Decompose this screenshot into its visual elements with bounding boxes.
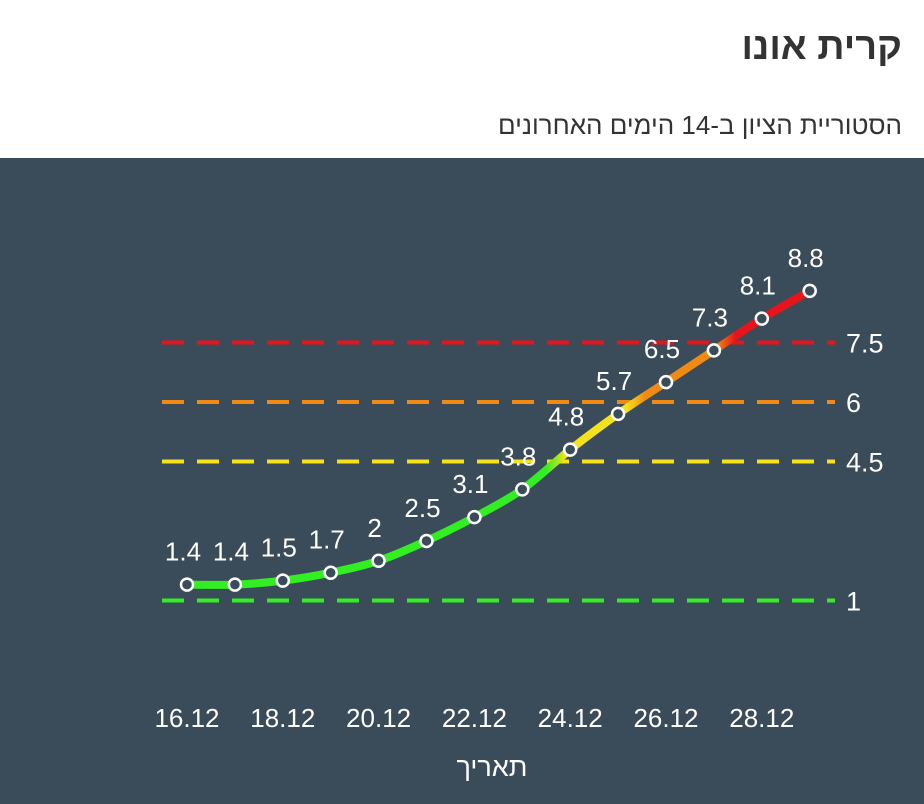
data-label: 1.7 bbox=[309, 525, 345, 555]
data-label: 2.5 bbox=[404, 493, 440, 523]
x-tick-label: 20.12 bbox=[346, 703, 411, 733]
data-point bbox=[227, 577, 243, 592]
x-tick-label: 18.12 bbox=[250, 703, 315, 733]
threshold-label-6: 6 bbox=[846, 388, 861, 418]
data-point bbox=[179, 577, 195, 592]
data-label: 3.8 bbox=[500, 441, 536, 471]
data-points bbox=[179, 283, 817, 592]
x-tick-label: 26.12 bbox=[633, 703, 698, 733]
threshold-label-1: 1 bbox=[846, 587, 861, 617]
data-label: 2 bbox=[367, 513, 381, 543]
header: קרית אונו הסטוריית הציון ב-14 הימים האחר… bbox=[0, 0, 924, 158]
data-label: 1.4 bbox=[165, 537, 201, 567]
data-point bbox=[515, 482, 530, 497]
data-label: 5.7 bbox=[596, 366, 632, 396]
data-point bbox=[275, 573, 291, 588]
data-label: 8.8 bbox=[788, 243, 824, 273]
threshold-label-4.5: 4.5 bbox=[846, 448, 884, 478]
data-point bbox=[754, 311, 770, 326]
data-point bbox=[467, 509, 482, 525]
data-label: 6.5 bbox=[644, 334, 680, 364]
data-label: 3.1 bbox=[452, 469, 488, 499]
data-point bbox=[419, 533, 434, 549]
data-point bbox=[562, 442, 578, 457]
data-point bbox=[610, 406, 626, 422]
x-tick-label: 22.12 bbox=[442, 703, 507, 733]
x-tick-labels: 16.12 18.12 20.12 22.12 24.12 26.12 28.12 bbox=[154, 703, 794, 733]
chart-panel: 1 4.5 6 7.5 1.4 1.4 1.5 1.7 2 2.5 3.1 3.8 4.8 5.7 6.5… bbox=[0, 158, 924, 804]
data-label: 1.4 bbox=[213, 537, 249, 567]
threshold-lines: 1 4.5 6 7.5 bbox=[162, 328, 884, 617]
x-tick-label: 28.12 bbox=[729, 703, 794, 733]
data-point bbox=[802, 283, 817, 299]
data-label: 4.8 bbox=[548, 402, 584, 432]
x-axis-label: תאריך bbox=[457, 752, 528, 782]
value-labels: 1.4 1.4 1.5 1.7 2 2.5 3.1 3.8 4.8 5.7 6.5 7.3 8.1 8.8 bbox=[165, 243, 824, 567]
page-title: קרית אונו bbox=[741, 26, 902, 68]
data-point bbox=[323, 565, 338, 580]
threshold-label-7.5: 7.5 bbox=[846, 328, 884, 358]
x-tick-label: 24.12 bbox=[538, 703, 603, 733]
data-point bbox=[371, 553, 386, 569]
x-tick-label: 16.12 bbox=[154, 703, 219, 733]
score-line-chart: 1 4.5 6 7.5 1.4 1.4 1.5 1.7 2 2.5 3.1 3.8 4.8 5.7 6.5… bbox=[154, 243, 884, 782]
data-point bbox=[706, 343, 722, 358]
page-subtitle: הסטוריית הציון ב-14 הימים האחרונים bbox=[497, 110, 902, 140]
data-label: 7.3 bbox=[692, 302, 728, 332]
data-label: 1.5 bbox=[261, 533, 297, 563]
data-point bbox=[658, 374, 674, 390]
data-label: 8.1 bbox=[740, 271, 776, 301]
